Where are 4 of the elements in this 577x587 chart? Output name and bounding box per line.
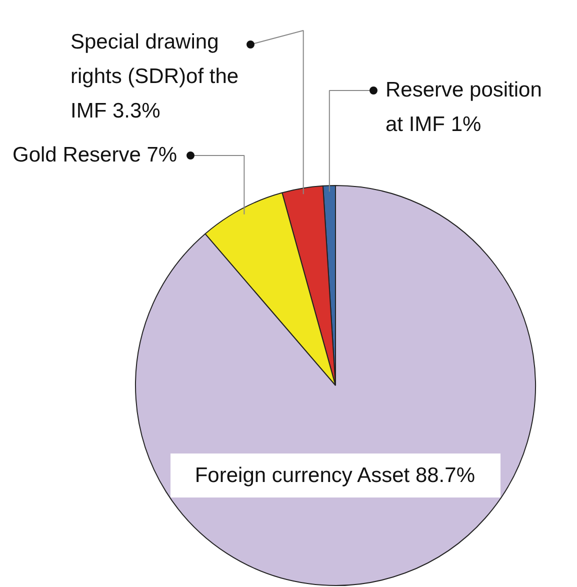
slice-label: Gold Reserve 7% [12, 144, 178, 166]
slice-label: Reserve position at IMF 1% [386, 78, 542, 136]
slice-label: Foreign currency Asset 88.7% [194, 464, 475, 487]
slice-label: Special drawing rights (SDR)of the IMF 3.3% [70, 30, 239, 122]
